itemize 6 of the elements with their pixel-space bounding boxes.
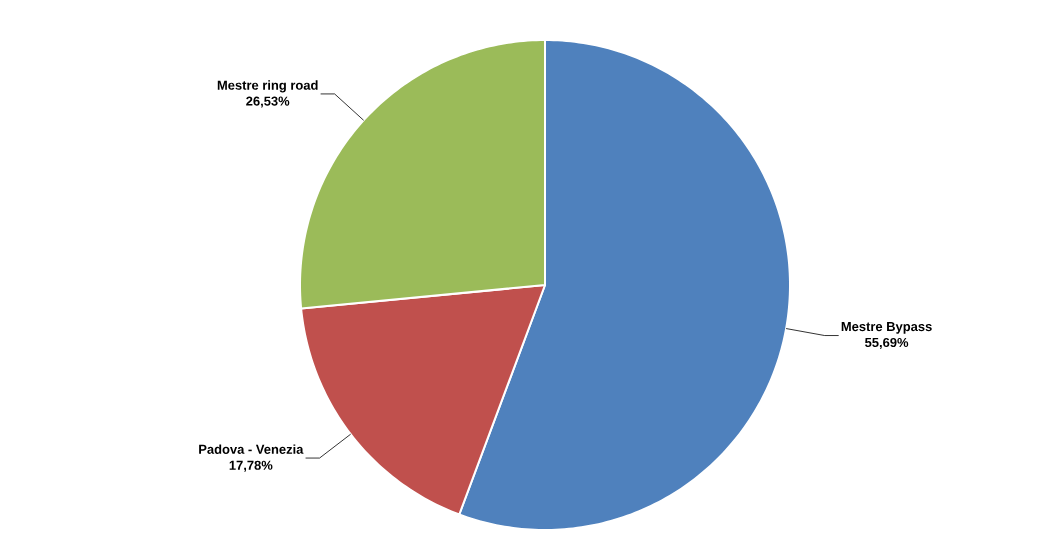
data-label: 26,53% bbox=[246, 96, 290, 108]
data-label: 55,69% bbox=[865, 337, 909, 349]
slice-label: Padova - Venezia bbox=[199, 444, 304, 454]
slice-label: Mestre ring road bbox=[217, 80, 318, 93]
slice-label: Mestre Bypass bbox=[841, 322, 932, 334]
data-label: 17,78% bbox=[229, 460, 273, 472]
